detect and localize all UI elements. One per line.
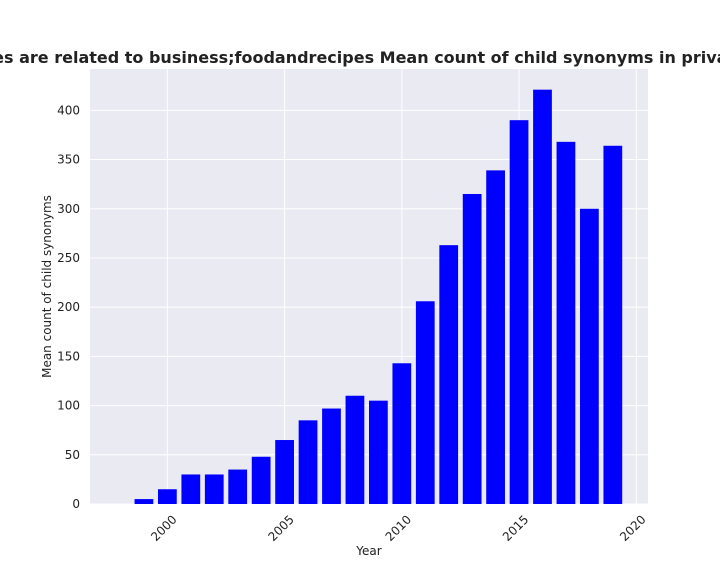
y-tick-label: 50 — [65, 448, 80, 462]
y-tick-label: 350 — [57, 153, 80, 167]
bar-1999 — [134, 499, 154, 504]
x-tick-label: 2020 — [617, 512, 648, 543]
x-tick-label: 2000 — [148, 512, 179, 543]
bar-2006 — [298, 420, 318, 504]
chart-title: Categories are related to business;fooda… — [0, 48, 720, 67]
y-axis-label: Mean count of child synonyms — [40, 195, 54, 378]
bar-2018 — [580, 208, 599, 504]
x-axis-ticks: 2000 2005 2010 2015 2020 — [148, 512, 648, 543]
bar-2017 — [556, 141, 576, 504]
x-axis-label: Year — [355, 544, 381, 558]
bar-2004 — [251, 456, 271, 504]
bar-2016 — [533, 89, 552, 504]
y-axis-ticks: 0 50 100 150 200 250 300 350 400 — [57, 103, 80, 511]
y-tick-label: 0 — [72, 497, 80, 511]
x-tick-label: 2010 — [383, 512, 414, 543]
bar-2014 — [486, 170, 505, 504]
bar-2015 — [509, 120, 529, 505]
bar-2013 — [462, 193, 482, 504]
bar-2011 — [415, 301, 435, 504]
y-tick-label: 200 — [57, 300, 80, 314]
bar-2008 — [345, 395, 365, 504]
bar-2001 — [181, 474, 201, 504]
bar-2000 — [157, 489, 177, 504]
bar-2007 — [322, 408, 341, 504]
y-tick-label: 100 — [57, 399, 80, 413]
x-tick-label: 2005 — [265, 512, 296, 543]
bar-2005 — [275, 440, 294, 504]
bar-2019 — [603, 145, 623, 504]
bar-2002 — [204, 474, 224, 504]
y-tick-label: 400 — [57, 103, 80, 117]
y-tick-label: 150 — [57, 349, 80, 363]
y-tick-label: 300 — [57, 202, 80, 216]
bars — [134, 89, 623, 505]
bar-2003 — [228, 469, 248, 504]
y-tick-label: 250 — [57, 251, 80, 265]
bar-2012 — [439, 245, 459, 504]
bar-2010 — [392, 363, 412, 504]
bar-2009 — [369, 400, 388, 504]
x-tick-label: 2015 — [500, 512, 531, 543]
